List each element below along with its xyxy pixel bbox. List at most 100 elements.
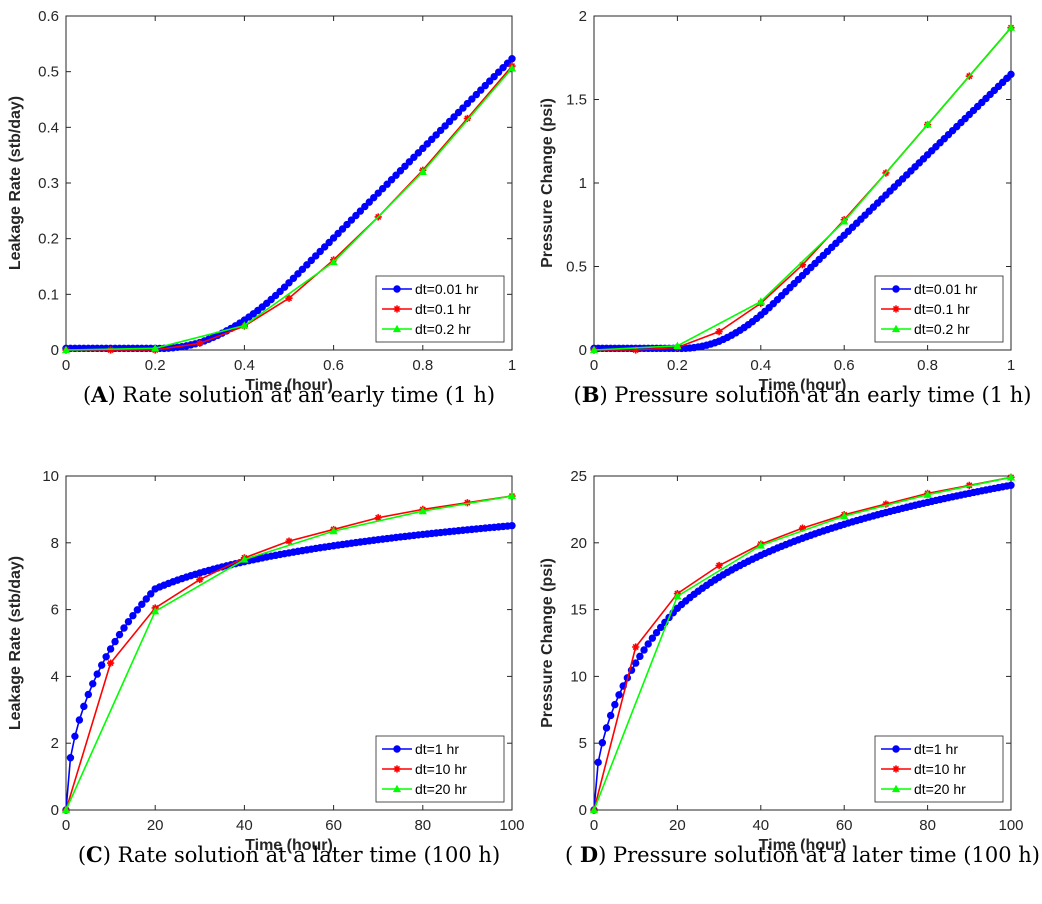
data-point [652,628,661,637]
data-point [280,283,289,291]
y-axis-label: Pressure Change (psi) [539,98,556,268]
x-tick-label: 0 [590,357,598,374]
data-point [75,716,84,724]
legend: dt=0.01 hr dt=0.1 hr dt=0.2 hr [375,275,505,343]
series-line [65,495,513,811]
data-point [445,117,454,126]
data-point [840,217,849,225]
chart-panel-a: 0 0.2 0.4 0.6 0.8 1 0 0.1 0.2 0.3 0.4 0.5 0.6 Time (h… [7,8,516,407]
legend-entry: dt=0.1 hr [914,301,970,317]
y-tick-label: 2 [579,8,587,25]
data-point [196,575,204,584]
data-point [392,784,402,793]
x-tick-label: 20 [669,817,686,834]
data-point [640,646,648,654]
y-tick-label: 0 [51,802,59,819]
data-point [882,500,890,508]
data-point [347,216,356,224]
data-point [393,765,401,773]
data-point [329,526,338,535]
chart-panel-b: 0 0.2 0.4 0.6 0.8 1 0 0.5 1 1.5 2 Time (hour) Pressu… [539,8,1032,407]
legend-entry: dt=10 hr [415,761,467,777]
caption-label: B [582,382,600,407]
data-point [405,158,414,166]
data-point [240,321,249,329]
data-point [494,68,503,76]
y-axis-label: Leakage Rate (stb/day) [7,96,24,270]
data-point [66,754,75,762]
data-point [923,490,932,498]
legend-entry: dt=0.01 hr [415,281,479,297]
data-point [432,131,440,139]
y-tick-label: 6 [51,602,59,619]
data-point [892,285,900,293]
legend: dt=0.01 hr dt=0.1 hr dt=0.2 hr [874,275,1004,343]
y-tick-label: 1 [579,175,587,192]
x-axis-label: Time (hour) [759,377,847,394]
data-point [320,243,329,251]
data-point [133,606,142,614]
data-point [463,499,471,507]
data-point [418,167,427,175]
data-point [294,270,302,278]
data-point [463,99,472,108]
data-point [459,104,467,112]
x-tick-label: 0 [62,817,70,834]
data-point [102,653,110,661]
x-tick-label: 0 [590,817,598,834]
legend-entry: dt=0.1 hr [415,301,471,317]
series-3 [590,473,1015,814]
data-point [307,256,315,265]
data-point [1007,481,1015,489]
legend-entry: dt=1 hr [415,741,459,757]
data-point [343,220,351,229]
data-point [396,167,405,175]
data-point [329,234,338,242]
x-tick-label: 1 [1007,357,1015,374]
series-line [593,27,1012,351]
y-tick-label: 8 [51,535,59,552]
data-point [632,643,640,651]
data-point [756,541,765,549]
caption-prefix: ( [83,383,91,407]
data-point [715,561,723,570]
y-tick-label: 25 [570,468,587,485]
legend-entry: dt=10 hr [914,761,966,777]
caption-text: ) Rate solution at a later time (100 h) [103,843,500,867]
data-point [71,732,79,741]
x-tick-label: 40 [236,817,253,834]
data-point [383,180,391,188]
series-3 [62,491,516,814]
data-point [147,590,155,598]
chart-panel-d: 0 20 40 60 80 100 0 5 10 15 20 25 Time (hour) Pressur… [539,468,1040,867]
data-point [393,285,401,293]
data-point [106,645,115,653]
data-point [84,690,93,699]
data-point [590,805,599,814]
panel-caption: (B) Pressure solution at an early time (… [573,382,1031,407]
data-point [673,341,682,349]
x-tick-label: 100 [998,817,1023,834]
data-point [606,711,615,720]
y-axis-label: Leakage Rate (stb/day) [7,556,24,730]
data-point [338,225,347,233]
data-point [892,745,900,753]
data-point [602,724,611,732]
data-point [142,595,150,603]
legend: dt=1 hr dt=10 hr dt=20 hr [375,735,505,803]
x-tick-label: 0.4 [234,357,255,374]
legend-entry: dt=0.01 hr [914,281,978,297]
data-point [124,617,133,626]
series-3 [590,23,1015,354]
data-point [414,149,423,157]
data-point [468,95,476,103]
x-tick-label: 1 [508,357,516,374]
data-point [365,198,373,206]
x-tick-label: 0.8 [917,357,938,374]
data-point [657,623,665,632]
y-tick-label: 0.5 [566,259,587,276]
legend-entry: dt=1 hr [914,741,958,757]
x-tick-label: 0 [62,357,70,374]
y-tick-label: 0.4 [38,119,59,136]
data-point [923,120,932,128]
